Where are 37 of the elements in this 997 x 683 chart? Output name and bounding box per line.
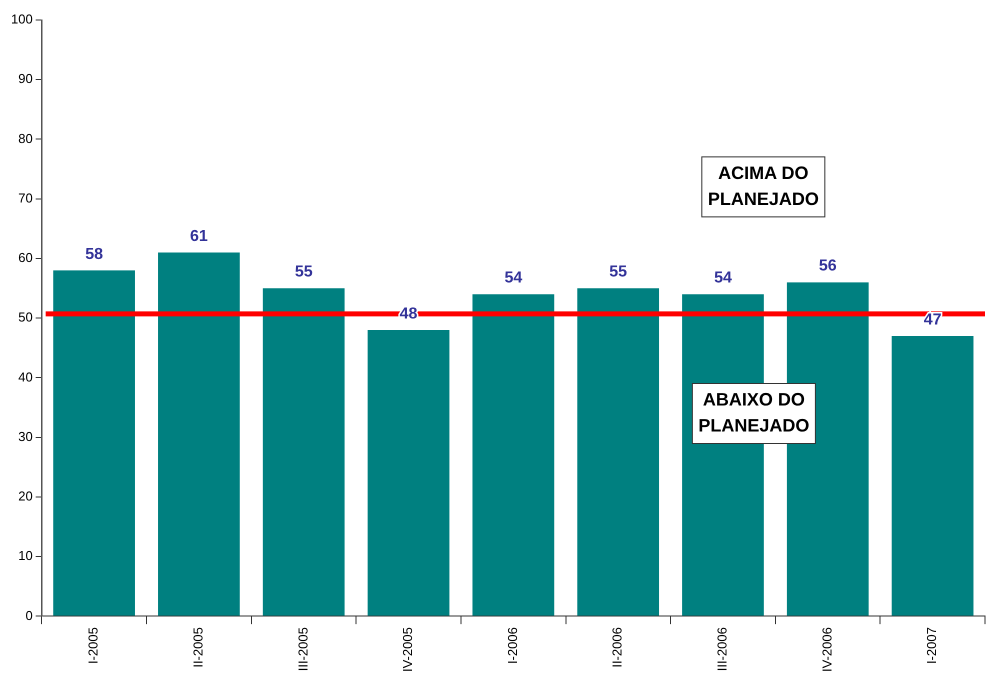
data-label: 55 bbox=[294, 264, 313, 281]
y-tick-label: 10 bbox=[18, 548, 33, 564]
bar bbox=[892, 336, 974, 616]
bar bbox=[368, 330, 450, 616]
y-tick-label: 40 bbox=[18, 369, 33, 384]
x-tick-label: III-2006 bbox=[714, 627, 730, 672]
bar bbox=[262, 288, 345, 616]
y-tick-label: 100 bbox=[10, 12, 33, 27]
data-label: 55 bbox=[609, 264, 628, 281]
bar bbox=[158, 252, 240, 616]
data-label: 47 bbox=[924, 311, 942, 328]
x-tick-label: II-2006 bbox=[610, 627, 625, 668]
x-tick-label: I-2007 bbox=[924, 627, 940, 664]
x-tick-label: I-2005 bbox=[86, 627, 101, 664]
data-label: 54 bbox=[714, 270, 732, 287]
y-tick-label: 70 bbox=[18, 190, 33, 206]
x-tick-label: IV-2005 bbox=[400, 627, 416, 672]
x-tick-label: II-2005 bbox=[190, 627, 206, 668]
data-label: 58 bbox=[85, 246, 104, 263]
bar bbox=[53, 270, 135, 616]
y-tick-label: 90 bbox=[18, 71, 33, 86]
bar bbox=[577, 288, 660, 616]
annotation: ABAIXO DO PLANEJADO bbox=[698, 389, 810, 436]
y-tick-label: 80 bbox=[18, 130, 33, 146]
x-tick-label: IV-2006 bbox=[819, 627, 834, 672]
x-tick-label: III-2005 bbox=[295, 627, 310, 672]
x-tick-label: I-2006 bbox=[504, 627, 520, 664]
y-tick-label: 20 bbox=[18, 488, 33, 504]
y-tick-label: 60 bbox=[18, 250, 33, 266]
y-tick-label: 50 bbox=[18, 310, 33, 325]
data-label: 56 bbox=[818, 258, 837, 275]
y-tick-label: 30 bbox=[18, 428, 33, 444]
y-tick-label: 0 bbox=[25, 608, 33, 623]
data-label: 54 bbox=[504, 270, 522, 287]
annotation: ACIMA DO PLANEJADO bbox=[708, 162, 819, 209]
bar bbox=[472, 294, 554, 616]
data-label: 61 bbox=[190, 228, 208, 245]
